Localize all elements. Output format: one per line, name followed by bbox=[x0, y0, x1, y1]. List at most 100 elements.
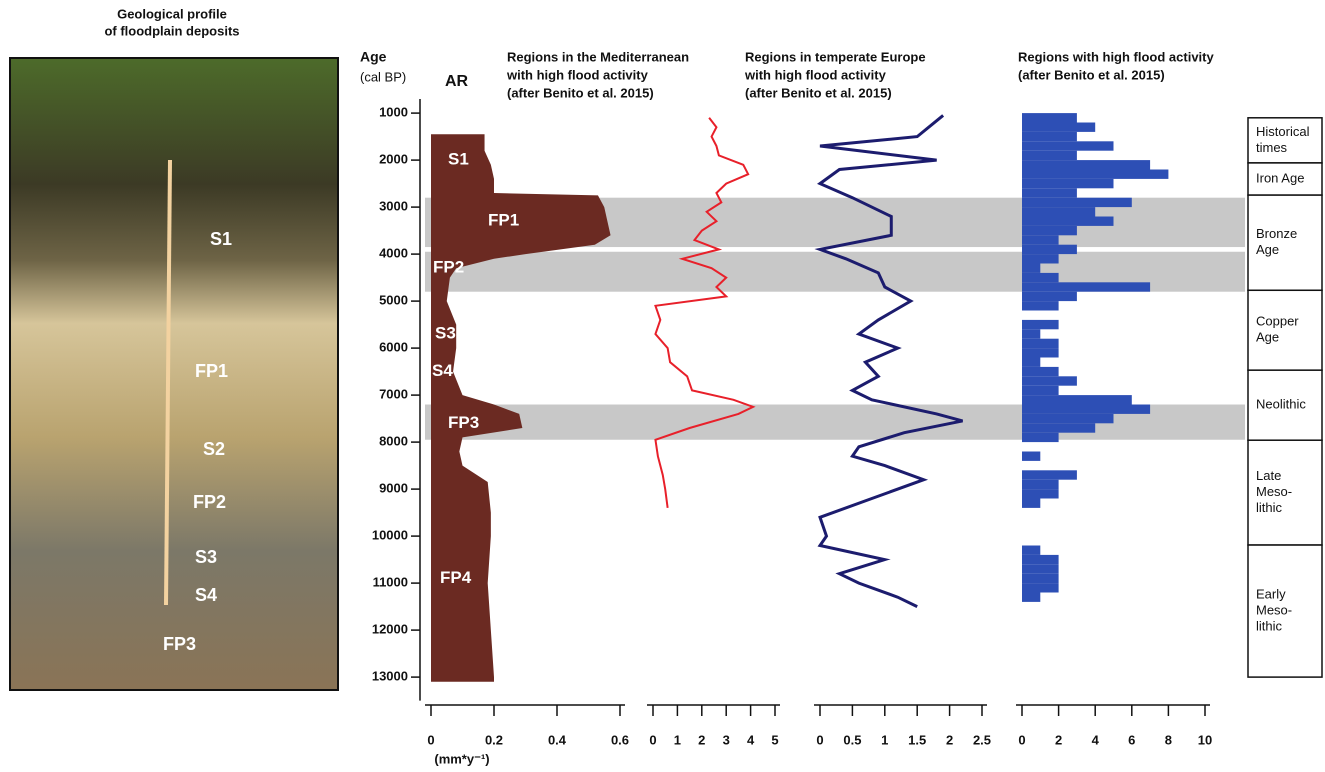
x-tick-label: 6 bbox=[1128, 732, 1135, 747]
panel-title: AR bbox=[445, 73, 469, 90]
x-tick-label: 0.4 bbox=[548, 732, 567, 747]
flood-bar bbox=[1022, 489, 1059, 498]
flood-bar bbox=[1022, 358, 1040, 367]
x-tick-label: 2 bbox=[698, 732, 705, 747]
y-tick-label: 8000 bbox=[379, 434, 408, 449]
x-tick-label: 1 bbox=[881, 732, 888, 747]
y-tick-label: 1000 bbox=[379, 105, 408, 120]
y-tick-label: 3000 bbox=[379, 199, 408, 214]
flood-bar bbox=[1022, 555, 1059, 564]
flood-bar bbox=[1022, 235, 1059, 244]
flood-bar bbox=[1022, 132, 1077, 141]
flood-bar bbox=[1022, 546, 1040, 555]
flood-bar bbox=[1022, 198, 1132, 207]
y-tick-label: 6000 bbox=[379, 340, 408, 355]
flood-bar bbox=[1022, 348, 1059, 357]
y-tick-label: 9000 bbox=[379, 481, 408, 496]
x-tick-label: 2 bbox=[946, 732, 953, 747]
flood-bar bbox=[1022, 301, 1059, 310]
period-label: lithic bbox=[1256, 500, 1283, 515]
flood-bar bbox=[1022, 583, 1059, 592]
x-tick-label: 0 bbox=[649, 732, 656, 747]
photo-label: S3 bbox=[195, 547, 217, 567]
flood-bar bbox=[1022, 564, 1059, 573]
layer-label: S1 bbox=[448, 150, 469, 169]
flood-bar bbox=[1022, 273, 1059, 282]
period-label: Iron Age bbox=[1256, 170, 1304, 185]
photo-label: FP2 bbox=[193, 492, 226, 512]
flood-bar bbox=[1022, 179, 1114, 188]
period-label: Late bbox=[1256, 468, 1281, 483]
y-tick-label: 12000 bbox=[372, 622, 408, 637]
y-axis-label: Age bbox=[360, 49, 387, 65]
flood-line bbox=[655, 118, 753, 508]
period-label: Age bbox=[1256, 242, 1279, 257]
y-tick-label: 2000 bbox=[379, 152, 408, 167]
flood-bar bbox=[1022, 113, 1077, 122]
x-tick-label: 2 bbox=[1055, 732, 1062, 747]
flood-bar bbox=[1022, 367, 1059, 376]
flood-bar bbox=[1022, 226, 1077, 235]
x-tick-label: 1 bbox=[674, 732, 681, 747]
layer-label: FP2 bbox=[433, 258, 464, 277]
flood-bar bbox=[1022, 414, 1114, 423]
x-tick-label: 0 bbox=[816, 732, 823, 747]
flood-bar bbox=[1022, 470, 1077, 479]
panel-title: (after Benito et al. 2015) bbox=[745, 85, 892, 100]
flood-bar bbox=[1022, 386, 1059, 395]
panel-title: with high flood activity bbox=[506, 67, 649, 82]
x-tick-label: 0 bbox=[427, 732, 434, 747]
flood-bar bbox=[1022, 423, 1095, 432]
y-tick-label: 4000 bbox=[379, 246, 408, 261]
flood-bar bbox=[1022, 188, 1077, 197]
layer-label: FP1 bbox=[488, 211, 519, 230]
y-axis-label: (cal BP) bbox=[360, 69, 406, 84]
flood-line bbox=[820, 115, 963, 606]
flood-bar bbox=[1022, 329, 1040, 338]
period-label: Neolithic bbox=[1256, 397, 1306, 412]
flood-bar bbox=[1022, 160, 1150, 169]
x-axis-label: (mm*y⁻¹) bbox=[434, 751, 489, 766]
photo-label: S2 bbox=[203, 439, 225, 459]
flood-bar bbox=[1022, 245, 1077, 254]
period-label: times bbox=[1256, 140, 1288, 155]
layer-label: FP4 bbox=[440, 568, 472, 587]
photo-label: FP1 bbox=[195, 361, 228, 381]
x-tick-label: 0 bbox=[1018, 732, 1025, 747]
flood-bar bbox=[1022, 405, 1150, 414]
panel-title: Regions in the Mediterranean bbox=[507, 49, 689, 64]
period-label: lithic bbox=[1256, 619, 1283, 634]
y-tick-label: 7000 bbox=[379, 387, 408, 402]
flood-bar bbox=[1022, 264, 1040, 273]
photo-label: S1 bbox=[210, 229, 232, 249]
x-tick-label: 2.5 bbox=[973, 732, 991, 747]
y-tick-label: 10000 bbox=[372, 528, 408, 543]
period-label: Meso- bbox=[1256, 603, 1292, 618]
figure: Geological profile of floodplain deposit… bbox=[0, 0, 1325, 772]
x-tick-label: 0.5 bbox=[843, 732, 861, 747]
photo-frame bbox=[10, 58, 338, 690]
flood-bar bbox=[1022, 593, 1040, 602]
flood-bar bbox=[1022, 499, 1040, 508]
x-tick-label: 10 bbox=[1198, 732, 1212, 747]
photo-label: FP3 bbox=[163, 634, 196, 654]
flood-bar bbox=[1022, 339, 1059, 348]
flood-bar bbox=[1022, 292, 1077, 301]
period-label: Bronze bbox=[1256, 226, 1297, 241]
flood-bar bbox=[1022, 123, 1095, 132]
flood-bar bbox=[1022, 151, 1077, 160]
flood-bar bbox=[1022, 574, 1059, 583]
flood-bar bbox=[1022, 254, 1059, 263]
x-tick-label: 0.2 bbox=[485, 732, 503, 747]
flood-bar bbox=[1022, 395, 1132, 404]
x-tick-label: 3 bbox=[723, 732, 730, 747]
x-tick-label: 1.5 bbox=[908, 732, 926, 747]
layer-label: FP3 bbox=[448, 413, 479, 432]
y-tick-label: 11000 bbox=[373, 575, 408, 590]
y-tick-label: 5000 bbox=[379, 293, 408, 308]
period-label: Age bbox=[1256, 330, 1279, 345]
period-label: Meso- bbox=[1256, 484, 1292, 499]
flood-bar bbox=[1022, 376, 1077, 385]
flood-bar bbox=[1022, 282, 1150, 291]
flood-bar bbox=[1022, 217, 1114, 226]
